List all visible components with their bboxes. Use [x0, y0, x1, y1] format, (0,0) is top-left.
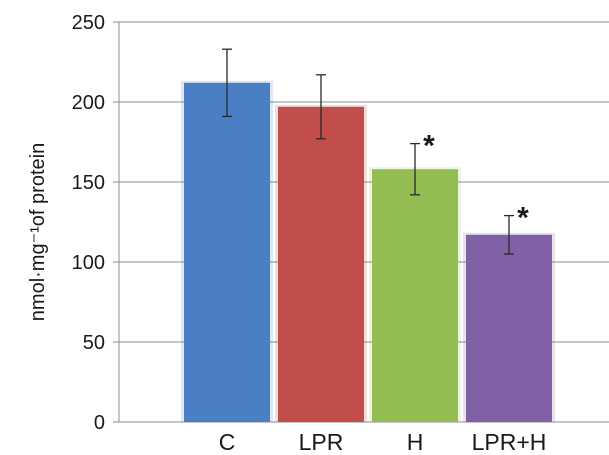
bar-h: [372, 169, 458, 422]
bar-lpr-h: [466, 235, 552, 422]
x-category-label: C: [219, 429, 236, 455]
bar-lpr: [278, 107, 364, 422]
y-tick-label: 200: [72, 92, 105, 114]
y-tick-label: 150: [72, 172, 105, 194]
y-tick-label: 50: [83, 332, 105, 354]
x-category-label: LPR: [299, 429, 344, 455]
x-category-label: H: [407, 429, 424, 455]
bar-c: [184, 83, 270, 422]
y-tick-label: 250: [72, 12, 105, 34]
y-axis-title: nmol·mg⁻¹of protein: [27, 143, 49, 321]
y-tick-label: 0: [94, 412, 105, 434]
significance-marker: *: [517, 202, 529, 235]
x-category-label: LPR+H: [472, 429, 547, 455]
y-tick-label: 100: [72, 252, 105, 274]
bars: [181, 81, 555, 422]
significance-marker: *: [423, 130, 435, 163]
